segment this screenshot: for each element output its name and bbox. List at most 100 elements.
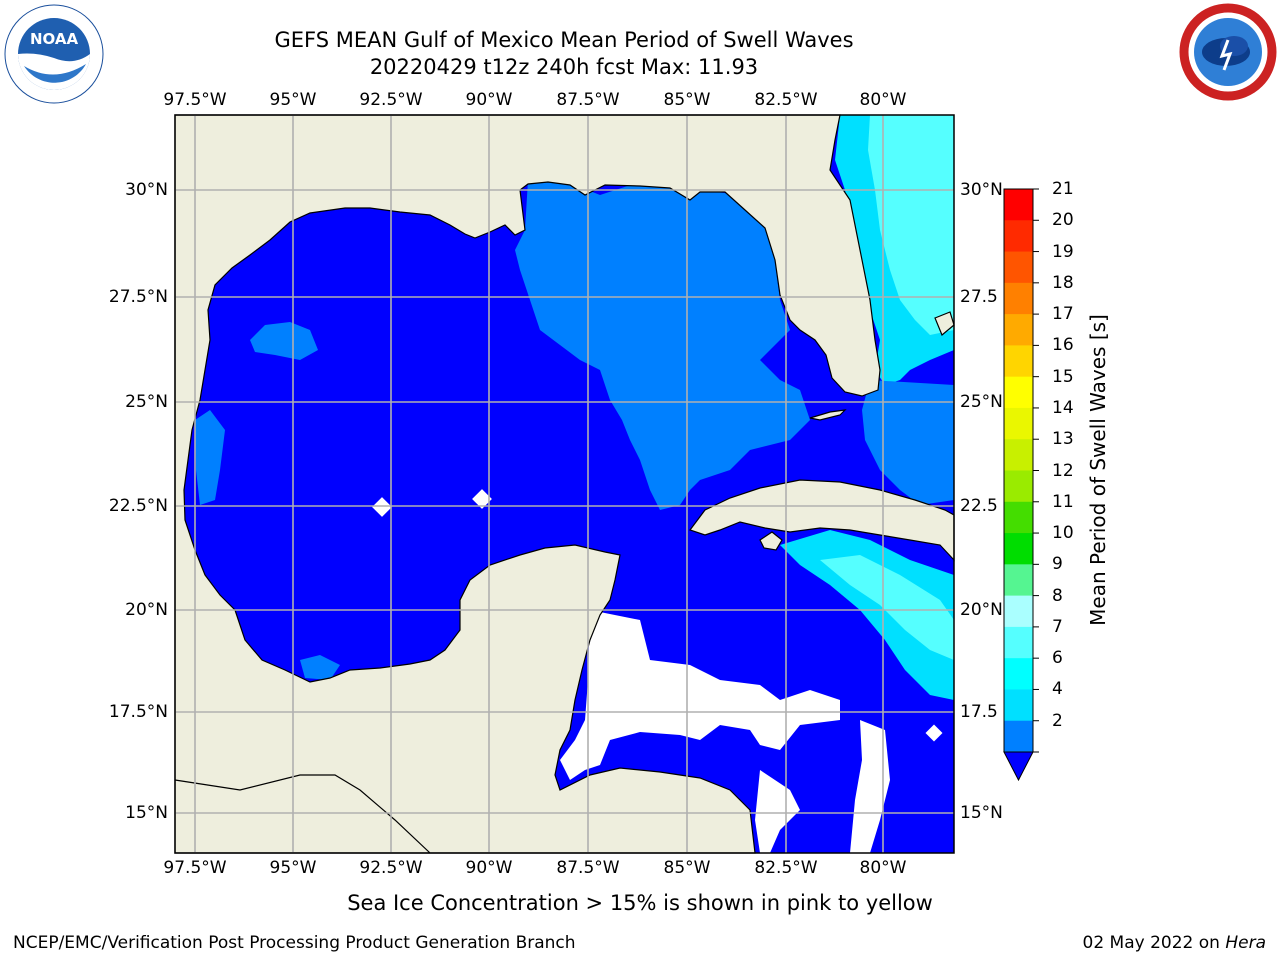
colorbar-label: 12	[1052, 460, 1074, 481]
lat-tick-right: 20°N	[960, 600, 1003, 620]
noaa-logo-icon: NOAA	[4, 4, 104, 104]
masked-region-south	[755, 770, 800, 853]
lat-tick-right: 25°N	[960, 392, 1003, 412]
lon-tick-top: 87.5°W	[556, 90, 620, 110]
swell-patch-south	[300, 655, 340, 680]
land-north-america	[174, 114, 881, 854]
lon-tick-top: 92.5°W	[359, 90, 423, 110]
colorbar-segment	[1004, 189, 1033, 221]
colorbar-segment	[1004, 470, 1033, 503]
lon-tick-bottom: 85°W	[663, 858, 711, 878]
lon-tick-top: 90°W	[465, 90, 513, 110]
lon-tick-bottom: 97.5°W	[163, 858, 227, 878]
colorbar-segment	[1004, 345, 1033, 378]
colorbar-segment	[1004, 626, 1033, 659]
colorbar-segment	[1004, 282, 1033, 315]
land-masses	[174, 114, 955, 854]
colorbar-label: 10	[1052, 523, 1074, 544]
lat-tick-left: 17.5°N	[108, 702, 168, 722]
lat-tick-right: 22.5	[960, 496, 998, 516]
colorbar-title: Mean Period of Swell Waves [s]	[1086, 314, 1110, 626]
masked-cell	[925, 724, 943, 742]
land-cuba	[689, 479, 955, 562]
swell-patch-west-edge	[195, 410, 225, 505]
lon-tick-bottom: 82.5°W	[754, 858, 818, 878]
lat-tick-left: 27.5°N	[108, 287, 168, 307]
colorbar-label: 21	[1052, 179, 1074, 199]
colorbar-segment	[1004, 720, 1033, 753]
lon-tick-top: 85°W	[663, 90, 711, 110]
land-isla-juventud	[759, 531, 783, 551]
footer-date-text: 02 May 2022 on	[1082, 933, 1226, 953]
colorbar-label: 11	[1052, 491, 1074, 512]
masked-region-east	[850, 720, 890, 853]
colorbar-label: 15	[1052, 366, 1074, 387]
swell-region-caribbean-inner	[820, 555, 954, 660]
lon-tick-bottom: 92.5°W	[359, 858, 423, 878]
swell-patch-west	[250, 322, 318, 360]
lon-tick-top: 80°W	[859, 90, 907, 110]
colorbar-segment	[1004, 376, 1033, 409]
colorbar-label: 16	[1052, 335, 1074, 356]
masked-cell	[372, 497, 392, 517]
swell-region-8-atlantic	[868, 115, 954, 335]
lat-tick-right: 30°N	[960, 180, 1003, 200]
lat-tick-right: 15°N	[960, 803, 1003, 823]
colorbar-label: 20	[1052, 210, 1074, 231]
colorbar-segment	[1004, 564, 1033, 597]
colorbar-label: 9	[1052, 554, 1063, 575]
swell-region-straits	[862, 380, 954, 505]
colorbar-segment	[1004, 407, 1033, 440]
lon-tick-bottom: 87.5°W	[556, 858, 620, 878]
lon-tick-bottom: 80°W	[859, 858, 907, 878]
colorbar-label: 4	[1052, 679, 1063, 700]
land-keys	[809, 409, 847, 421]
map-panel	[174, 114, 955, 854]
colorbar-segment	[1004, 501, 1033, 534]
colorbar-label: 19	[1052, 241, 1074, 262]
colorbar-segment	[1004, 220, 1033, 253]
colorbar-extend-arrow	[1003, 751, 1034, 782]
footer-date: 02 May 2022 on Hera	[1083, 933, 1267, 953]
colorbar-segment	[1004, 439, 1033, 471]
footer-producer: NCEP/EMC/Verification Post Processing Pr…	[13, 933, 576, 953]
colorbar-segment	[1004, 658, 1033, 690]
swell-region-caribbean	[780, 530, 954, 700]
sea-ice-note: Sea Ice Concentration > 15% is shown in …	[0, 891, 1280, 915]
lon-tick-bottom: 90°W	[465, 858, 513, 878]
lon-tick-top: 95°W	[269, 90, 317, 110]
colorbar-label: 18	[1052, 272, 1074, 293]
lon-tick-top: 82.5°W	[754, 90, 818, 110]
colorbar-segment	[1004, 689, 1033, 722]
chart-subtitle: 20220429 t12z 240h fcst Max: 11.93	[369, 55, 759, 79]
footer-host: Hera	[1225, 933, 1266, 953]
colorbar-label: 7	[1052, 616, 1063, 637]
lat-tick-left: 15°N	[125, 803, 168, 823]
lat-tick-left: 22.5°N	[108, 496, 168, 516]
colorbar-label: 17	[1052, 304, 1074, 325]
lat-tick-left: 25°N	[125, 392, 168, 412]
chart-title: GEFS MEAN Gulf of Mexico Mean Period of …	[274, 28, 854, 52]
colorbar-label: 14	[1052, 397, 1074, 418]
lon-tick-top: 97.5°W	[163, 90, 227, 110]
sea-ice-note-text: Sea Ice Concentration > 15% is shown in …	[347, 891, 933, 915]
masked-region-caribbean	[560, 610, 840, 780]
colorbar-segment	[1004, 595, 1033, 628]
map-gridlines	[175, 115, 954, 853]
colorbar-segment	[1004, 314, 1033, 346]
lat-tick-left: 20°N	[125, 600, 168, 620]
lon-tick-bottom: 95°W	[269, 858, 317, 878]
lat-tick-left: 30°N	[125, 180, 168, 200]
nws-logo-icon	[1179, 3, 1277, 101]
lat-tick-right: 17.5	[960, 702, 998, 722]
colorbar-segment	[1004, 251, 1033, 284]
colorbar-label: 8	[1052, 585, 1063, 606]
masked-cell	[472, 489, 492, 509]
noaa-logo-text: NOAA	[30, 30, 79, 48]
colorbar-segment	[1004, 533, 1033, 565]
colorbar-label: 2	[1052, 710, 1063, 731]
colorbar	[1003, 188, 1039, 782]
map-frame	[174, 114, 955, 854]
lat-tick-right: 27.5	[960, 287, 998, 307]
